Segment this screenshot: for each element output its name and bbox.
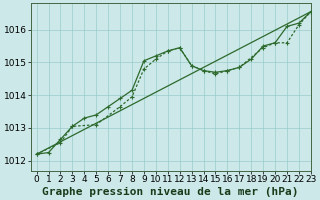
X-axis label: Graphe pression niveau de la mer (hPa): Graphe pression niveau de la mer (hPa) xyxy=(43,186,299,197)
